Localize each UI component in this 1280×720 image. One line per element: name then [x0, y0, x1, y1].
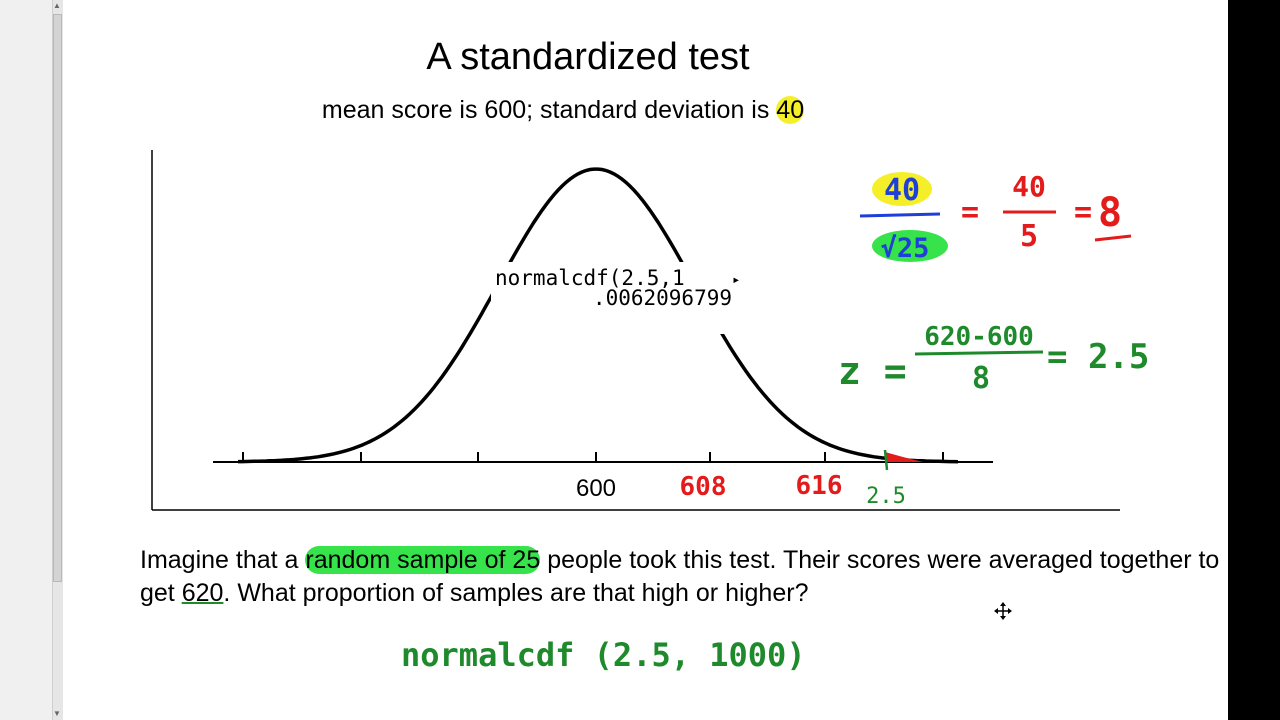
- slide-subtitle: mean score is 600; standard deviation is…: [213, 96, 913, 125]
- calculator-output-line1: normalcdf(2.5,1: [495, 266, 685, 290]
- handwritten-eq1-denominator: 5: [1020, 219, 1038, 254]
- root-n-highlight: [872, 230, 948, 262]
- move-cursor-icon: [994, 602, 1012, 620]
- bell-curve: [238, 167, 959, 464]
- sample-size-highlight: random sample of 25: [305, 546, 541, 574]
- handwritten-tick-608: 608: [680, 472, 727, 502]
- z-marker-line: [883, 449, 889, 471]
- calc-more-arrow-icon: ▸: [732, 272, 740, 288]
- handwritten-z-result: = 2.5: [1047, 337, 1149, 377]
- fraction-bar-blue: [859, 212, 941, 218]
- handwritten-root-n: √25: [881, 233, 930, 264]
- question-paragraph: Imagine that a random sample of 25 peopl…: [140, 544, 1220, 610]
- result-underline: [1094, 234, 1132, 242]
- equals-sign-1: =: [961, 195, 979, 230]
- paragraph-text-3: . What proportion of samples are that hi…: [223, 579, 809, 607]
- handwritten-z-equals: z =: [838, 349, 907, 393]
- scroll-thumb[interactable]: [53, 14, 62, 582]
- handwritten-sigma: 40: [884, 173, 920, 208]
- right-letterbox: [1228, 0, 1280, 720]
- normal-curve-figure: normalcdf(2.5,1 ▸ .0062096799 600 608 61…: [151, 150, 1149, 674]
- left-scrollbar[interactable]: ▲ ▼: [0, 0, 63, 720]
- handwritten-z-label: 2.5: [866, 484, 906, 509]
- handwritten-z-numerator: 620-600: [924, 322, 1034, 352]
- sample-mean-underline: 620: [181, 579, 224, 607]
- paragraph-text-1: Imagine that a: [140, 546, 306, 574]
- handwritten-eq1-numerator: 40: [1012, 170, 1046, 203]
- handwritten-eq1-result: 8: [1098, 190, 1122, 236]
- handwritten-z-denominator: 8: [972, 361, 990, 396]
- slide-canvas: A standardized test mean score is 600; s…: [63, 0, 1228, 720]
- sigma-highlight: [872, 172, 932, 206]
- paragraph-text-2: people took this test. Their scores were…: [140, 546, 1220, 607]
- fraction-bar-green: [914, 350, 1044, 356]
- subtitle-sd-highlight: 40: [776, 96, 805, 124]
- handwritten-tick-616: 616: [796, 471, 843, 501]
- scroll-up-arrow-icon[interactable]: ▲: [53, 1, 61, 10]
- calculator-output-line2: .0062096799: [593, 286, 732, 310]
- shaded-tail-region: [885, 452, 923, 462]
- subtitle-text: mean score is 600; standard deviation is: [321, 96, 777, 124]
- axis-mean-label: 600: [576, 475, 616, 502]
- handwritten-calc-command: normalcdf (2.5, 1000): [401, 636, 806, 674]
- scroll-down-arrow-icon[interactable]: ▼: [53, 709, 61, 718]
- calculator-output-box: [491, 262, 736, 334]
- slide-title: A standardized test: [426, 36, 750, 78]
- equals-sign-2: =: [1074, 195, 1092, 230]
